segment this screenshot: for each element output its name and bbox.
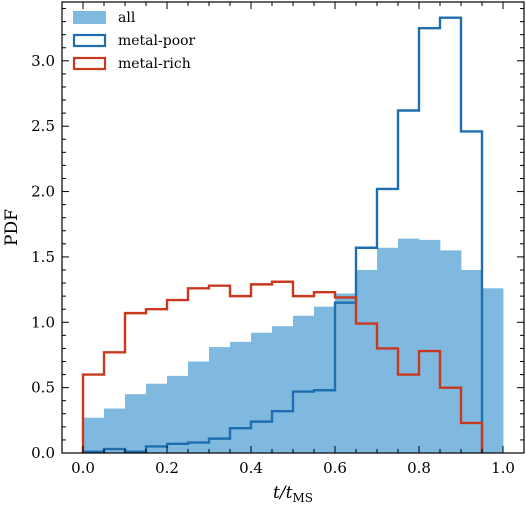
legend-label: metal-rich [118,56,191,72]
bar-all [167,375,189,453]
bar-all [104,408,126,453]
bar-all [188,361,210,453]
y-tick-label: 1.0 [31,313,55,331]
bar-all [398,238,420,453]
bar-all [335,293,357,453]
bar-all [209,347,231,453]
legend-label: metal-poor [118,33,196,49]
y-tick-label: 3.0 [31,52,55,70]
bar-all [125,394,147,453]
legend-item-all: all [73,10,136,26]
all-histogram-bars [83,238,504,453]
tick-labels: 0.0 0.2 0.4 0.6 0.8 1.0 0.0 0.5 1.0 1.5 2.0 2.5 3.0 [31,52,515,477]
x-axis-label: t/tMS [273,483,313,505]
bar-all [251,332,273,453]
legend-swatch [73,11,106,24]
bar-all [356,269,378,453]
bar-all [146,383,168,453]
y-axis-label: PDF [2,209,22,246]
legend-swatch [72,56,107,71]
bar-all [440,250,462,453]
bar-all [314,306,336,453]
bar-all [272,326,294,453]
legend-label: all [118,10,136,26]
legend-item-metal-poor: metal-poor [72,33,196,49]
step-line-metal-rich [81,280,484,453]
bar-all [482,288,504,453]
axis-ticks [61,2,525,454]
x-tick-label: 1.0 [491,459,515,477]
x-tick-label: 0.2 [155,459,179,477]
bar-all [377,247,399,453]
y-tick-label: 0.0 [31,444,55,462]
legend-item-metal-rich: metal-rich [72,56,191,72]
x-tick-label: 0.6 [323,459,347,477]
legend-swatch [72,33,107,48]
x-axis-label-main: t/t [273,483,293,503]
bar-all [419,239,441,453]
x-tick-label: 0.0 [71,459,95,477]
y-tick-label: 1.5 [31,248,55,266]
x-tick-label: 0.8 [407,459,431,477]
legend: all metal-poor metal-rich [72,10,196,72]
y-tick-label: 2.0 [31,183,55,201]
bar-all [83,417,105,453]
bar-all [230,341,252,453]
y-tick-label: 0.5 [31,379,55,397]
x-axis-label-subscript: MS [292,491,313,505]
x-tick-label: 0.4 [239,459,263,477]
y-tick-label: 2.5 [31,117,55,135]
bar-all [461,269,483,453]
bar-all [293,315,315,453]
